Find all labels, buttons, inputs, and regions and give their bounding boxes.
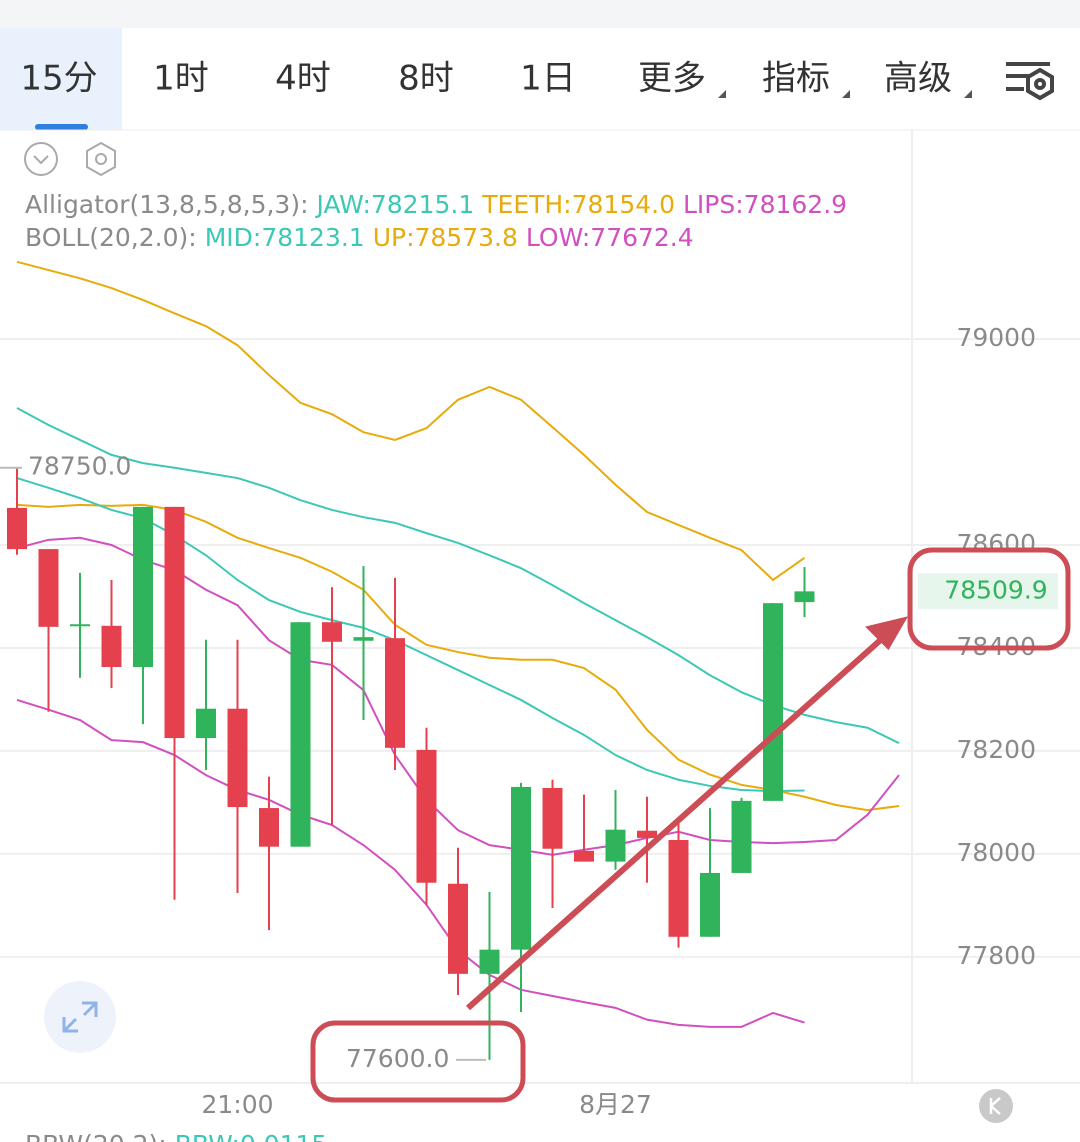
active-tab-bg — [0, 28, 122, 130]
candle-body — [38, 549, 59, 627]
indicator-line — [16, 698, 805, 1028]
candle-body — [227, 708, 248, 808]
y-tick-label: 78000 — [956, 838, 1036, 867]
candle-body — [353, 637, 374, 641]
candle-body — [574, 850, 594, 862]
candle-body — [322, 622, 342, 642]
tab[interactable]: 高级 — [884, 59, 952, 99]
expand-button[interactable] — [44, 981, 116, 1053]
overlay: 78750.0 77600.0 78509.9 — [0, 452, 1058, 1073]
indicator-line — [16, 536, 900, 856]
min-marker-label: 77600.0 — [346, 1044, 449, 1073]
collapse-icon[interactable] — [24, 142, 58, 176]
candle-body — [164, 506, 185, 739]
y-tick-label: 79000 — [956, 323, 1036, 352]
x-tick-label: 8月27 — [579, 1090, 652, 1119]
indicator-line — [16, 503, 900, 812]
last-price-label: 78509.9 — [944, 575, 1047, 604]
candle-body — [731, 800, 752, 873]
status-strip — [0, 0, 1080, 28]
candle-body — [700, 872, 720, 937]
candle-body — [479, 949, 500, 974]
indicator-line — [16, 407, 900, 745]
candle-body — [196, 708, 216, 739]
max-marker-label: 78750.0 — [28, 452, 131, 481]
legend-title: BOLL(20,2.0): — [25, 223, 197, 252]
legend-title: Alligator(13,8,5,8,5,3): — [25, 190, 309, 219]
tab[interactable]: 指标 — [762, 59, 830, 99]
legend-row: BOLL(20,2.0): MID:78123.1 UP:78573.8 LOW:77… — [25, 223, 694, 252]
candle-body — [605, 829, 626, 862]
scroll-latest-button[interactable] — [979, 1089, 1013, 1123]
candle-body — [794, 591, 815, 603]
candle-body — [70, 624, 90, 627]
tab[interactable]: 8时 — [398, 59, 454, 99]
tab[interactable]: 4时 — [275, 59, 331, 99]
dropdown-caret — [842, 90, 850, 98]
dropdown-caret — [964, 90, 972, 98]
candle-body — [668, 839, 689, 937]
tab[interactable]: 1日 — [520, 59, 576, 99]
indicator-settings-icon[interactable] — [86, 141, 116, 177]
legend-item: LOW:77672.4 — [526, 223, 694, 252]
legend-row: Alligator(13,8,5,8,5,3): JAW:78215.1 TEETH… — [25, 190, 847, 219]
tab[interactable]: 1时 — [153, 59, 209, 99]
candle-body — [290, 622, 311, 847]
active-tab-indicator — [35, 124, 88, 130]
legend-item: MID:78123.1 — [205, 223, 365, 252]
x-tick-label: 21:00 — [201, 1090, 273, 1119]
legend-item: UP:78573.8 — [373, 223, 518, 252]
indicator-lines — [16, 260, 900, 1028]
last-price-tag — [918, 573, 1058, 610]
tab[interactable]: 15分 — [20, 59, 97, 99]
sub-indicator-title: BBW(20,2): — [25, 1130, 167, 1142]
legend-item: JAW:78215.1 — [315, 190, 475, 219]
tab[interactable]: 更多 — [638, 59, 706, 99]
y-tick-label: 78200 — [956, 735, 1036, 764]
dropdown-caret — [718, 90, 726, 98]
candle-body — [259, 808, 279, 847]
legend-item: LIPS:78162.9 — [683, 190, 847, 219]
candle-body — [763, 603, 783, 801]
y-tick-label: 77800 — [956, 941, 1036, 970]
candle-body — [637, 830, 657, 838]
candle-body — [7, 507, 27, 550]
annotations — [310, 547, 1071, 1103]
sub-indicator: BBW(20,2): BBW:0.0115 — [25, 1130, 327, 1142]
candle-body — [385, 638, 405, 748]
candle-body — [133, 506, 153, 667]
candle-body — [448, 883, 468, 974]
candle-body — [511, 786, 531, 950]
legend-item: TEETH:78154.0 — [481, 190, 675, 219]
candles — [7, 467, 815, 1060]
sub-indicator-value: BBW:0.0115 — [175, 1130, 328, 1142]
candle-body — [101, 625, 122, 667]
candle-body — [542, 787, 563, 849]
indicator-line — [16, 260, 806, 582]
settings-icon[interactable] — [1006, 62, 1054, 101]
y-tick-label: 78600 — [956, 529, 1036, 558]
candle-body — [416, 749, 437, 883]
